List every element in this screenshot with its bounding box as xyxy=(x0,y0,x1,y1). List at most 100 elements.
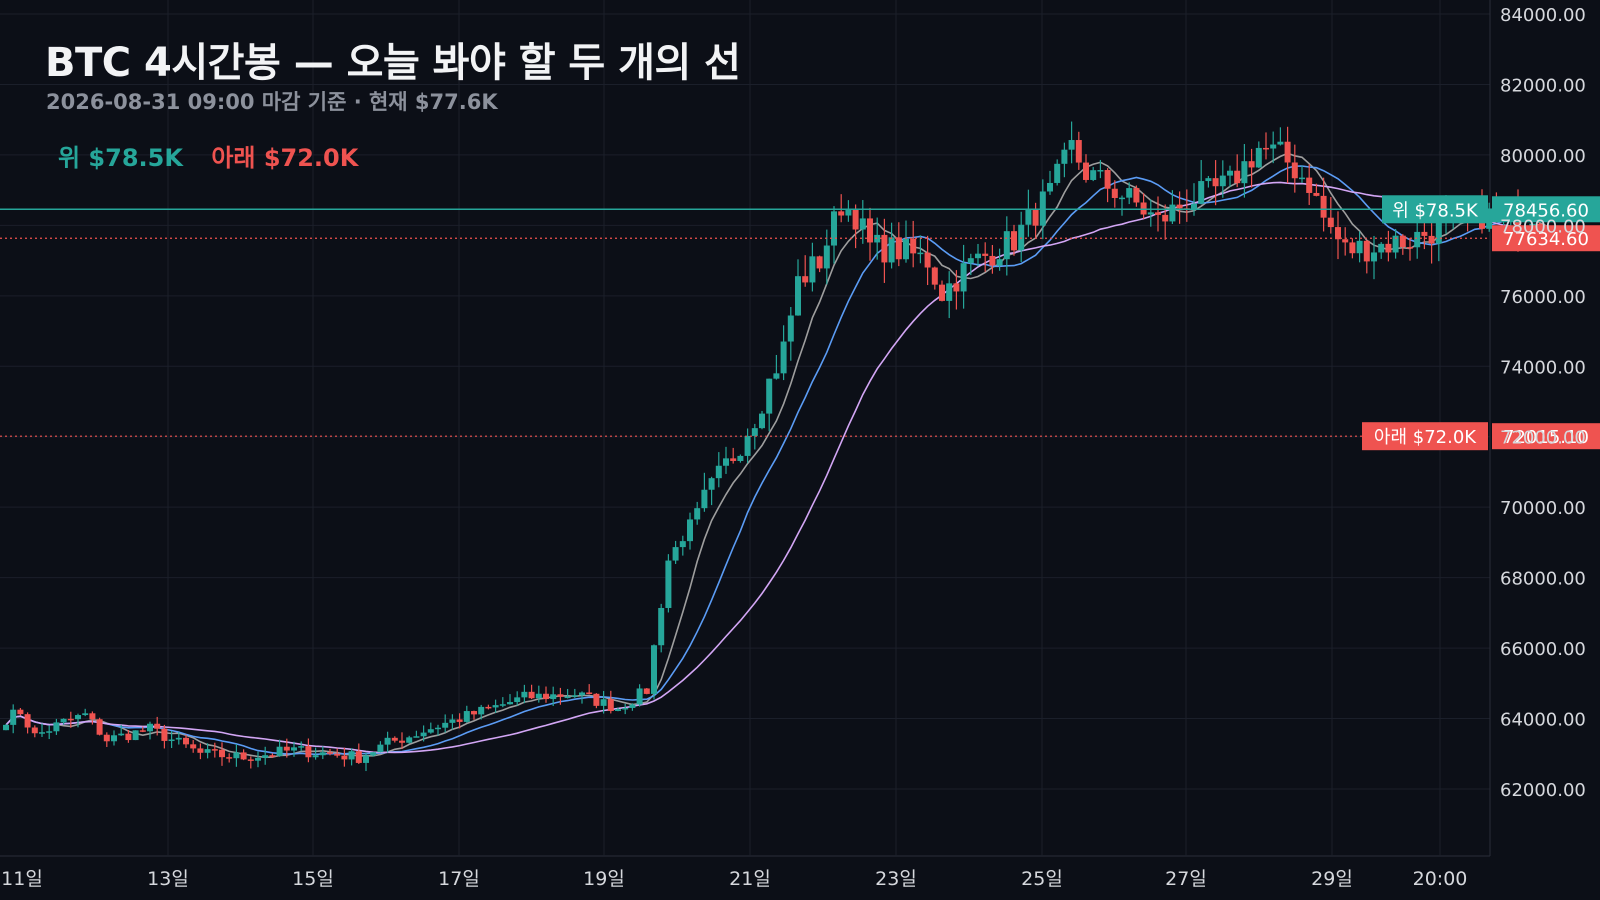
candle-body xyxy=(593,693,600,706)
candle-body xyxy=(60,718,67,723)
legend-lower-line: 아래 $72.0K xyxy=(211,144,359,172)
candle-body xyxy=(1018,224,1025,251)
candle-body xyxy=(967,258,974,264)
candle-body xyxy=(341,755,348,760)
candle-body xyxy=(881,234,888,263)
candle-body xyxy=(161,728,168,741)
candle-body xyxy=(1068,140,1075,150)
candle-body xyxy=(895,237,902,260)
candle-body xyxy=(492,705,499,708)
candle-body xyxy=(17,709,24,715)
candle-body xyxy=(1335,227,1341,240)
candle-body xyxy=(694,508,701,520)
candle-body xyxy=(233,752,240,759)
candle-body xyxy=(1385,243,1392,253)
candle-body xyxy=(1032,209,1039,226)
y-tick-label: 74000.00 xyxy=(1500,357,1586,378)
line-tag-lower xyxy=(1362,422,1488,451)
line-tag-label-upper: 위 $78.5K xyxy=(1392,200,1479,221)
candle-body xyxy=(557,694,564,697)
candle-body xyxy=(1392,235,1399,253)
candle-body xyxy=(75,715,81,720)
candle-body xyxy=(406,737,413,743)
candle-body xyxy=(701,489,708,509)
candle-body xyxy=(751,428,758,436)
candle-body xyxy=(363,755,369,763)
candle-body xyxy=(1083,162,1089,180)
candle-body xyxy=(917,252,924,255)
candle-body xyxy=(1176,204,1183,209)
candle-body xyxy=(823,245,830,269)
candle-body xyxy=(377,744,384,753)
candle-body xyxy=(1255,147,1262,168)
candle-body xyxy=(1234,170,1241,184)
candle-body xyxy=(327,752,333,754)
candle-body xyxy=(319,752,326,756)
candle-body xyxy=(3,724,9,731)
candle-body xyxy=(1205,178,1212,182)
candle-body xyxy=(1378,243,1385,253)
x-tick-label: 19일 xyxy=(583,868,625,890)
candle-body xyxy=(1313,192,1320,196)
candle-body xyxy=(276,746,283,756)
candle-body xyxy=(607,699,614,711)
candle-body xyxy=(852,209,859,230)
candle-body xyxy=(111,735,117,742)
axis-badge-upper xyxy=(1492,196,1600,223)
candle-body xyxy=(1090,170,1097,180)
price-lines: 78456.60 위 $78.5K 72015.10 아래 $72.0K 77634.6… xyxy=(0,195,1600,451)
candles xyxy=(3,121,1550,772)
candle-body xyxy=(571,695,578,697)
candle-body xyxy=(1371,252,1377,262)
candle-body xyxy=(1133,188,1140,203)
axis-badge-label-last: 77634.60 xyxy=(1503,229,1589,250)
candle-body xyxy=(1428,235,1435,244)
candle-body xyxy=(46,731,53,733)
candle-body xyxy=(809,256,816,283)
candle-body xyxy=(247,759,254,761)
candle-body xyxy=(103,734,110,742)
candle-body xyxy=(211,749,218,751)
candle-body xyxy=(399,740,405,743)
axis-badge-last xyxy=(1492,225,1600,252)
x-tick-label: 20:00 xyxy=(1413,868,1468,890)
candle-body xyxy=(1104,170,1111,189)
candle-body xyxy=(355,751,362,763)
candle-body xyxy=(1054,163,1061,183)
candle-body xyxy=(737,455,744,461)
chart-subtitle: 2026-08-31 09:00 마감 기준 · 현재 $77.6K xyxy=(46,90,498,114)
candle-body xyxy=(687,519,693,542)
candle-body xyxy=(370,752,377,756)
y-tick-label: 68000.00 xyxy=(1500,569,1586,590)
x-tick-label: 25일 xyxy=(1021,868,1063,890)
candle-body xyxy=(175,737,182,740)
candle-body xyxy=(190,744,197,749)
candle-body xyxy=(939,284,945,301)
candle-body xyxy=(658,607,665,646)
ma-mid-line xyxy=(5,165,1547,756)
candle-body xyxy=(471,711,477,715)
candle-body xyxy=(564,696,571,699)
candle-body xyxy=(514,697,521,703)
candle-body xyxy=(1147,212,1154,215)
candle-body xyxy=(622,707,629,710)
candle-body xyxy=(197,748,204,753)
y-tick-label: 80000.00 xyxy=(1500,146,1586,167)
candle-body xyxy=(643,688,650,694)
x-tick-label: 23일 xyxy=(875,868,917,890)
candle-body xyxy=(1486,208,1493,229)
candle-body xyxy=(1047,182,1053,192)
candle-body xyxy=(384,737,391,745)
candle-body xyxy=(535,693,542,699)
moving-average-lines xyxy=(5,152,1548,759)
candle-body xyxy=(1119,197,1125,200)
candle-body xyxy=(442,722,449,728)
candle-body xyxy=(528,691,535,699)
candle-body xyxy=(485,706,492,709)
candle-body xyxy=(780,341,787,374)
candle-body xyxy=(449,719,456,723)
y-tick-label: 82000.00 xyxy=(1500,75,1586,96)
candle-body xyxy=(1162,214,1169,222)
candle-body xyxy=(305,746,312,758)
